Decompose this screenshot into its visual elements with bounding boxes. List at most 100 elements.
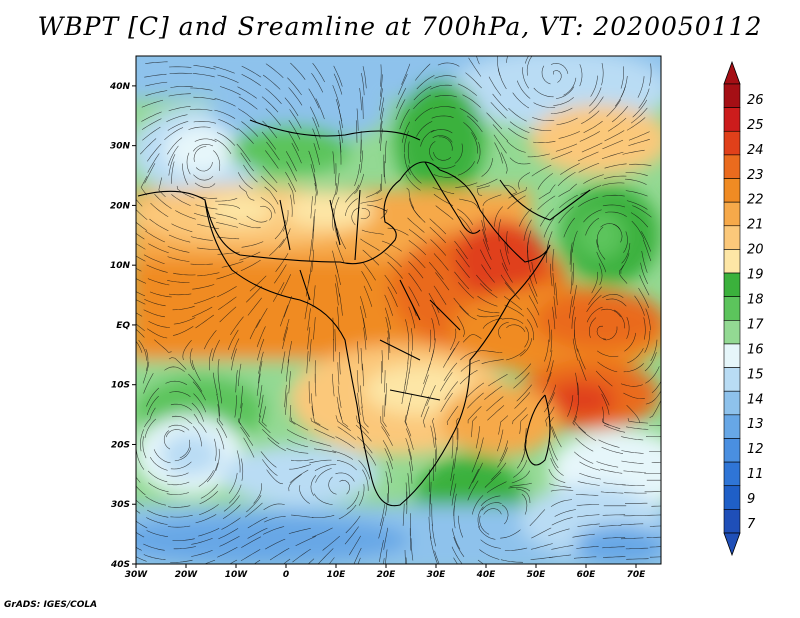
colorbar-swatch	[723, 296, 741, 321]
streamline	[631, 220, 645, 240]
streamline	[526, 56, 533, 76]
streamline	[576, 504, 600, 506]
streamline	[141, 111, 162, 122]
streamline	[576, 546, 599, 549]
streamline	[291, 142, 302, 164]
streamline	[430, 425, 435, 448]
streamline	[625, 547, 649, 550]
streamline	[147, 278, 170, 286]
colorbar-swatch	[723, 414, 741, 439]
streamline	[604, 175, 627, 179]
streamline	[404, 415, 412, 437]
streamline	[299, 485, 310, 504]
streamline	[434, 75, 457, 79]
streamline	[508, 186, 527, 199]
streamline	[288, 182, 295, 205]
lon-tick-label: 10W	[225, 570, 249, 580]
streamline	[563, 217, 575, 238]
streamline	[649, 556, 661, 558]
streamline	[361, 406, 369, 428]
streamline	[600, 491, 624, 494]
streamline	[512, 92, 530, 109]
streamline	[140, 175, 148, 196]
streamline	[338, 504, 357, 520]
streamline	[145, 90, 168, 96]
streamline	[486, 481, 507, 493]
streamline	[362, 363, 364, 387]
streamline	[529, 275, 538, 297]
colorbar-swatch	[723, 485, 741, 510]
streamline	[533, 140, 556, 143]
streamline	[546, 360, 554, 382]
streamline	[262, 429, 280, 445]
streamline	[603, 424, 626, 433]
streamline	[408, 461, 413, 484]
streamline	[387, 330, 391, 354]
streamline	[398, 73, 408, 95]
streamline	[624, 332, 637, 352]
streamline	[167, 145, 179, 166]
streamline	[217, 74, 239, 83]
streamline	[176, 185, 195, 199]
streamline	[149, 291, 172, 298]
streamline	[414, 107, 433, 122]
streamline	[449, 328, 457, 351]
streamline	[148, 321, 170, 328]
map-title: WBPT [C] and Sreamline at 700hPa, VT: 20…	[37, 12, 763, 41]
streamline	[136, 532, 145, 538]
streamline	[386, 461, 393, 484]
streamline	[312, 285, 316, 308]
colorbar-label: 20	[747, 243, 764, 258]
streamline	[222, 504, 241, 520]
streamline	[628, 139, 650, 147]
streamline	[651, 505, 661, 507]
streamline	[574, 415, 586, 434]
streamline	[453, 447, 457, 470]
streamline	[197, 223, 220, 230]
streamline	[345, 515, 361, 534]
streamline	[283, 296, 292, 318]
colorbar-swatch	[723, 201, 741, 227]
streamline	[203, 559, 216, 564]
streamline	[267, 437, 286, 451]
streamline	[288, 371, 291, 394]
streamline	[428, 293, 440, 314]
streamline	[430, 481, 432, 505]
streamline	[467, 392, 484, 409]
streamline	[165, 380, 188, 386]
streamline	[167, 137, 183, 155]
streamline	[285, 151, 297, 172]
streamline	[143, 373, 154, 394]
streamline	[339, 120, 343, 143]
colorbar-swatch	[723, 367, 741, 392]
streamline	[235, 370, 238, 393]
streamline	[182, 163, 189, 186]
streamline	[625, 172, 648, 176]
streamline	[574, 451, 594, 464]
streamline	[446, 405, 459, 426]
streamline	[504, 296, 523, 311]
streamline	[431, 318, 435, 341]
streamline	[290, 62, 306, 80]
streamline	[360, 385, 363, 408]
lon-tick-label: 50E	[527, 570, 547, 580]
streamline	[579, 472, 601, 480]
streamline	[136, 299, 146, 305]
streamline	[287, 340, 292, 364]
streamline	[577, 523, 600, 527]
streamline	[410, 328, 413, 351]
streamline	[172, 326, 194, 336]
streamline	[308, 239, 313, 262]
streamline	[241, 458, 244, 481]
streamline	[387, 261, 403, 279]
streamline	[147, 509, 169, 518]
streamline	[465, 72, 482, 89]
streamline	[573, 556, 597, 559]
streamline	[431, 304, 440, 326]
streamline	[339, 142, 342, 165]
streamline	[553, 70, 562, 83]
colorbar-label: 25	[747, 118, 764, 133]
streamline	[241, 536, 262, 548]
streamline	[537, 173, 553, 190]
streamline	[216, 418, 228, 438]
